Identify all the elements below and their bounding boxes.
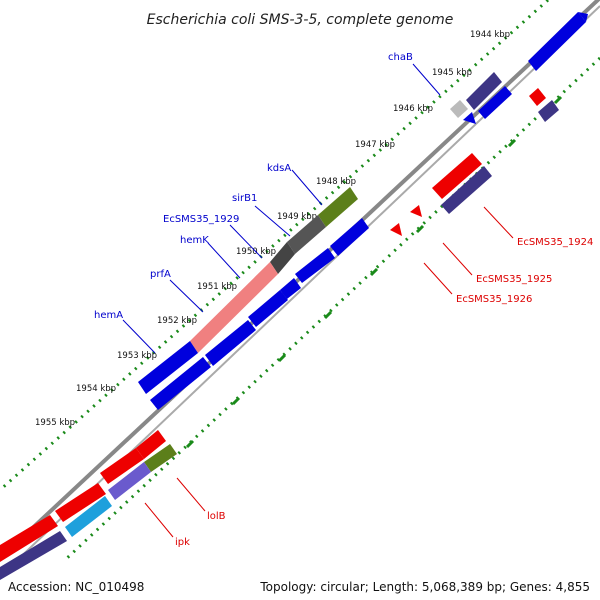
- tick-label: 1954 kbp: [76, 384, 116, 394]
- gene-feature[interactable]: [248, 290, 288, 327]
- tick-label: 1952 kbp: [157, 316, 197, 326]
- gene-label-hemA: hemA: [94, 310, 123, 321]
- gene-feature[interactable]: [100, 448, 144, 484]
- gene-EcSMS35_1929[interactable]: [270, 242, 295, 274]
- gene-feature[interactable]: [136, 430, 166, 459]
- gene-kdsA[interactable]: [318, 187, 358, 227]
- tick-label: 1947 kbp: [355, 140, 395, 150]
- tick-label: 1948 kbp: [316, 177, 356, 187]
- gene-sirB1[interactable]: [287, 215, 326, 254]
- gene-label-kdsA: kdsA: [267, 163, 291, 174]
- gene-features: [0, 12, 588, 580]
- gene-feature[interactable]: [0, 515, 58, 562]
- gene-feature[interactable]: [65, 496, 112, 537]
- gene-EcSMS35_1926[interactable]: [390, 223, 402, 236]
- gene-label-ipk: ipk: [175, 537, 190, 548]
- tick-label: 1946 kbp: [393, 104, 433, 114]
- map-title: Escherichia coli SMS-3-5, complete genom…: [147, 12, 454, 28]
- gene-label-EcSMS35_1926: EcSMS35_1926: [456, 294, 532, 305]
- gene-label-lolB: lolB: [207, 511, 226, 522]
- gene-prfA[interactable]: [295, 248, 335, 283]
- gene-feature[interactable]: [538, 100, 559, 122]
- gene-chaB[interactable]: [466, 72, 502, 110]
- gene-feature[interactable]: [280, 278, 301, 299]
- gene-hemA[interactable]: [138, 341, 198, 394]
- gene-ipk[interactable]: [108, 462, 151, 500]
- gene-feature[interactable]: [529, 88, 546, 106]
- tick-label: 1949 kbp: [277, 212, 317, 222]
- topology-text: Topology: circular; Length: 5,068,389 bp…: [260, 580, 590, 594]
- gene-feature[interactable]: [478, 86, 512, 119]
- gene-label-EcSMS35_1929: EcSMS35_1929: [163, 214, 239, 225]
- gene-label-EcSMS35_1925: EcSMS35_1925: [476, 274, 552, 285]
- gene-label-prfA: prfA: [150, 269, 171, 280]
- tick-label: 1951 kbp: [197, 282, 237, 292]
- gene-hemK[interactable]: [190, 262, 278, 353]
- gene-feature[interactable]: [150, 357, 211, 410]
- gene-feature[interactable]: [55, 483, 106, 522]
- gene-label-EcSMS35_1924: EcSMS35_1924: [517, 237, 593, 248]
- gene-feature[interactable]: [0, 531, 67, 580]
- gene-feature[interactable]: [528, 12, 586, 71]
- tick-label: 1953 kbp: [117, 351, 157, 361]
- tick-label: 1945 kbp: [432, 68, 472, 78]
- gene-EcSMS35_1924[interactable]: [432, 153, 482, 199]
- gene-EcSMS35_1925[interactable]: [410, 205, 422, 217]
- gene-feature[interactable]: [205, 320, 256, 366]
- gene-label-hemK: hemK: [180, 235, 209, 246]
- tick-label: 1944 kbp: [470, 30, 510, 40]
- gene-feature[interactable]: [450, 100, 468, 118]
- gene-feature[interactable]: [463, 112, 476, 124]
- tick-label: 1955 kbp: [35, 418, 75, 428]
- accession-text: Accession: NC_010498: [8, 580, 145, 594]
- gene-feature[interactable]: [441, 166, 492, 214]
- callout-lines: [122, 63, 514, 538]
- gene-feature[interactable]: [330, 218, 369, 256]
- gene-label-chaB: chaB: [388, 52, 413, 63]
- tick-track-outer: [63, 56, 600, 562]
- gene-label-sirB1: sirB1: [232, 193, 257, 204]
- gene-lolB[interactable]: [144, 444, 177, 472]
